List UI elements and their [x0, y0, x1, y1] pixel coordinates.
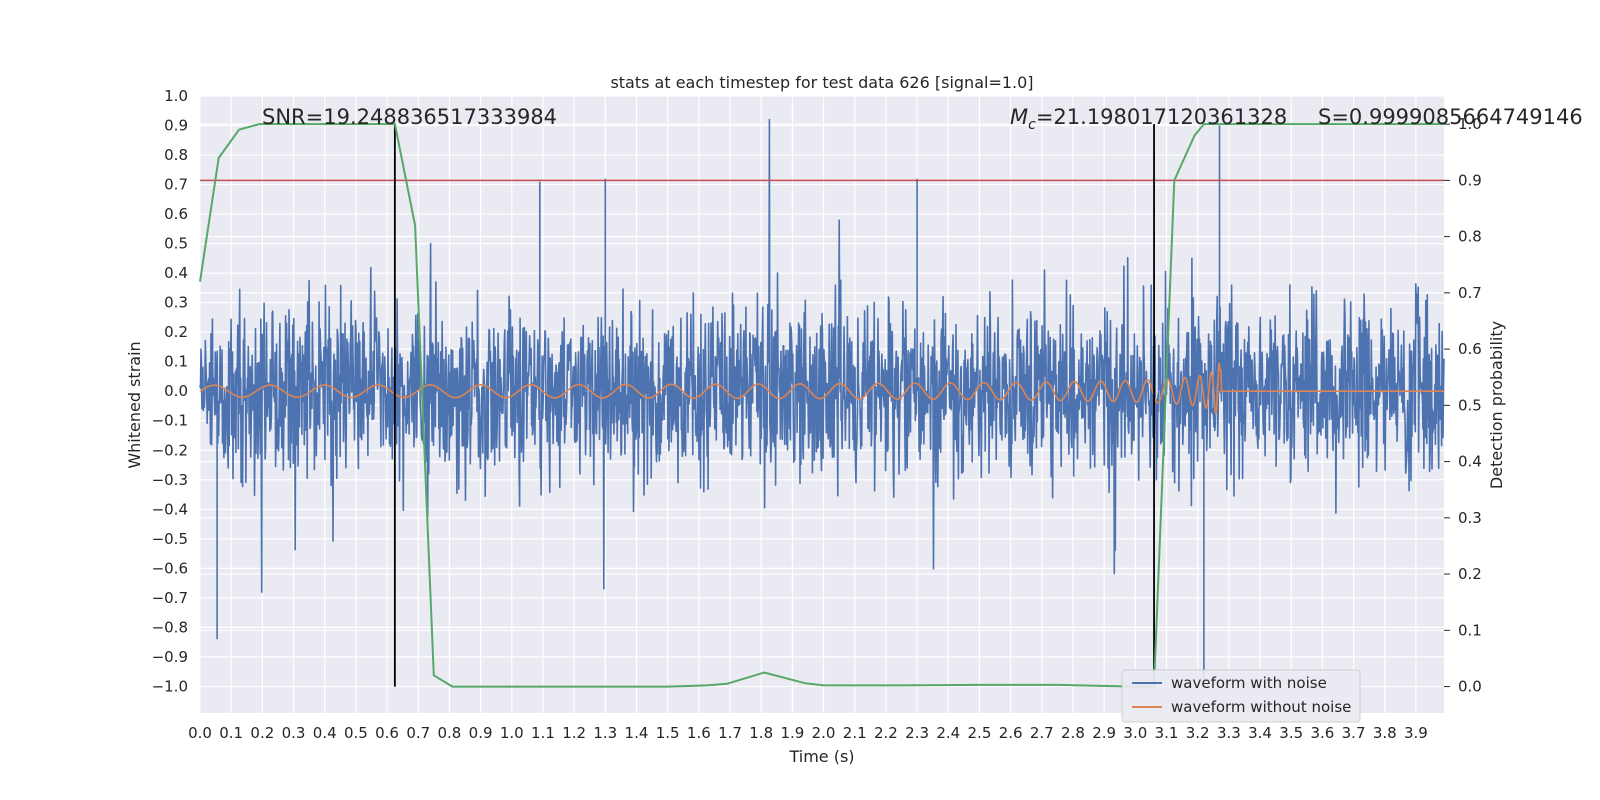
- x-tick-label: 2.5: [968, 724, 992, 742]
- x-tick-label: 2.4: [936, 724, 960, 742]
- y-tick-label: −0.7: [152, 589, 188, 607]
- mc-symbol: M: [1010, 105, 1028, 129]
- chart-title: stats at each timestep for test data 626…: [610, 73, 1033, 92]
- legend: waveform with noise waveform without noi…: [1121, 669, 1361, 723]
- x-tick-label: 3.1: [1155, 724, 1179, 742]
- x-tick-label: 3.8: [1373, 724, 1397, 742]
- x-tick-label: 2.8: [1061, 724, 1085, 742]
- x-tick-label: 1.5: [656, 724, 680, 742]
- y-tick-label: −0.4: [152, 500, 188, 518]
- x-tick-label: 0.9: [469, 724, 493, 742]
- x-tick-label: 3.3: [1217, 724, 1241, 742]
- y-tick-label: 0.0: [164, 382, 188, 400]
- line-detection-probability: [199, 123, 1444, 688]
- y-tick-label: 0.6: [164, 205, 188, 223]
- y-tick-label: 0.3: [164, 294, 188, 312]
- x-tick-label: 3.4: [1248, 724, 1272, 742]
- y-tick-label: −0.8: [152, 618, 188, 636]
- y2-tick-label: 0.0: [1458, 678, 1482, 696]
- y2-tick-label: 0.7: [1458, 284, 1482, 302]
- y-tick-label: −0.5: [152, 530, 188, 548]
- x-tick-label: 3.5: [1279, 724, 1303, 742]
- series-detection-probability: [199, 123, 1444, 688]
- x-tick-label: 2.1: [843, 724, 867, 742]
- x-tick-label: 1.1: [531, 724, 555, 742]
- y2-axis-label: Detection probability: [1487, 321, 1506, 489]
- ticks: 0.0 0.1 0.2 0.3 0.4 0.5 0.6 0.7 0.8 0.9 1.0 1.1 1.2 1…: [152, 87, 1482, 742]
- y-tick-label: −0.2: [152, 441, 188, 459]
- x-tick-label: 3.6: [1310, 724, 1334, 742]
- y-tick-label: −0.6: [152, 559, 188, 577]
- x-tick-label: 1.4: [625, 724, 649, 742]
- grid: [199, 95, 1444, 713]
- x-tick-label: 0.3: [282, 724, 306, 742]
- x-tick-label: 1.8: [749, 724, 773, 742]
- mc-value: =21.198017120361328: [1036, 105, 1287, 129]
- y-tick-label: −1.0: [152, 677, 188, 695]
- y2-tick-label: 0.9: [1458, 171, 1482, 189]
- y-tick-label: 1.0: [164, 87, 188, 105]
- y-tick-label: 0.4: [164, 264, 188, 282]
- x-tick-label: 0.0: [188, 724, 212, 742]
- y2-tick-label: 0.8: [1458, 228, 1482, 246]
- x-tick-label: 0.2: [250, 724, 274, 742]
- x-tick-label: 0.4: [313, 724, 337, 742]
- x-tick-label: 2.0: [812, 724, 836, 742]
- y2-tick-label: 0.6: [1458, 340, 1482, 358]
- line-waveform-without-noise: [199, 362, 1444, 416]
- series-waveform-with-noise: [199, 118, 1445, 687]
- snr-annotation: SNR=19.248836517333984: [262, 105, 557, 129]
- y-tick-label: 0.2: [164, 323, 188, 341]
- y-tick-label: −0.3: [152, 471, 188, 489]
- y2-tick-label: 0.2: [1458, 565, 1482, 583]
- x-tick-label: 0.8: [437, 724, 461, 742]
- y-tick-label: 0.9: [164, 117, 188, 135]
- x-tick-label: 1.0: [500, 724, 524, 742]
- vertical-markers: [393, 124, 1155, 687]
- y2-tick-label: 0.1: [1458, 621, 1482, 639]
- mc-subscript: c: [1028, 117, 1036, 133]
- x-axis-label: Time (s): [788, 747, 854, 766]
- x-tick-label: 2.3: [905, 724, 929, 742]
- y2-tick-label: 0.5: [1458, 396, 1482, 414]
- x-tick-label: 2.7: [1030, 724, 1054, 742]
- x-tick-label: 1.6: [687, 724, 711, 742]
- legend-label-noise: waveform with noise: [1171, 674, 1327, 692]
- line-waveform-with-noise: [199, 118, 1445, 687]
- x-tick-label: 1.7: [718, 724, 742, 742]
- legend-box: [1121, 669, 1361, 723]
- x-tick-label: 3.2: [1186, 724, 1210, 742]
- y-tick-label: 0.1: [164, 353, 188, 371]
- y-tick-label: 0.5: [164, 235, 188, 253]
- x-tick-label: 2.9: [1092, 724, 1116, 742]
- x-tick-label: 2.6: [999, 724, 1023, 742]
- y2-tick-label: 0.4: [1458, 453, 1482, 471]
- x-tick-label: 1.9: [780, 724, 804, 742]
- y2-tick-label: 0.3: [1458, 509, 1482, 527]
- y-tick-label: 0.8: [164, 146, 188, 164]
- y2-tick-label: 1.0: [1458, 115, 1482, 133]
- x-tick-label: 1.3: [593, 724, 617, 742]
- x-tick-label: 0.1: [219, 724, 243, 742]
- mc-annotation: Mc=21.198017120361328: [1010, 105, 1287, 133]
- x-tick-label: 0.5: [344, 724, 368, 742]
- x-tick-label: 1.2: [562, 724, 586, 742]
- y-tick-label: 0.7: [164, 176, 188, 194]
- y-tick-label: −0.1: [152, 412, 188, 430]
- y-axis-label: Whitened strain: [125, 341, 144, 468]
- x-tick-label: 3.9: [1404, 724, 1428, 742]
- legend-label-clean: waveform without noise: [1171, 698, 1351, 716]
- x-tick-label: 3.7: [1342, 724, 1366, 742]
- x-tick-label: 0.7: [406, 724, 430, 742]
- x-tick-label: 3.0: [1123, 724, 1147, 742]
- series-waveform-without-noise: [199, 362, 1444, 416]
- x-tick-label: 2.2: [874, 724, 898, 742]
- x-tick-label: 0.6: [375, 724, 399, 742]
- y-tick-label: −0.9: [152, 648, 188, 666]
- s-annotation: S=0.9999085664749146: [1318, 105, 1583, 129]
